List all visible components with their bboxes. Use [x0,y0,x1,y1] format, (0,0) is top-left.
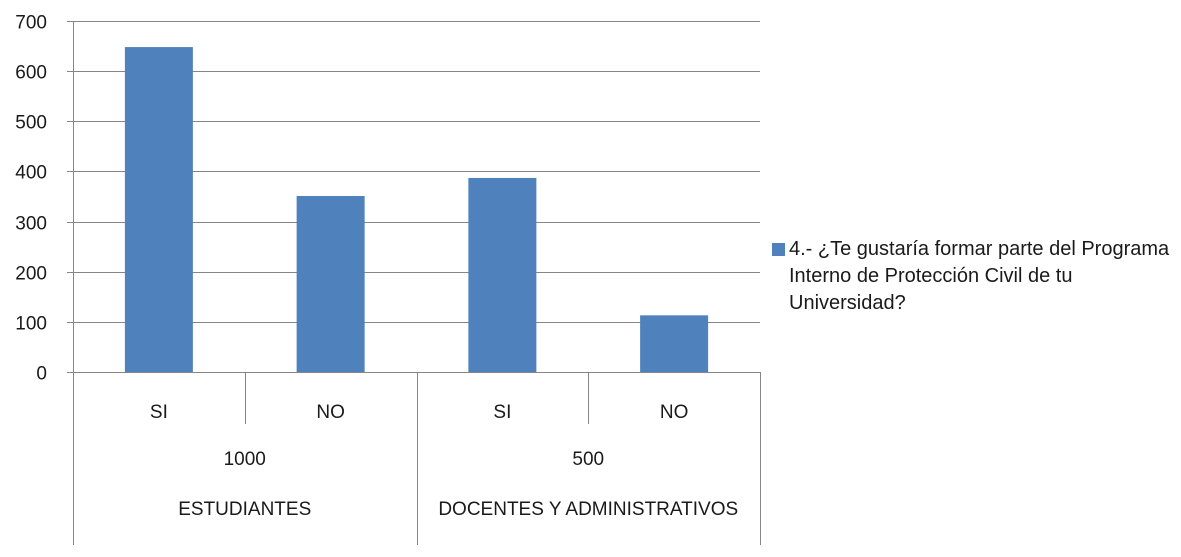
group-label: 1000 [224,449,266,470]
x-tick-label: SI [150,402,168,423]
y-tick-label: 0 [36,364,47,385]
x-tick-label: NO [316,402,345,423]
y-tick-label: 400 [15,163,47,184]
legend: 4.- ¿Te gustaría formar parte del Progra… [772,236,1177,317]
y-tick-label: 200 [15,264,47,285]
bars [124,47,709,373]
axes [67,21,761,545]
y-tick-label: 700 [15,13,47,34]
bar [640,315,709,372]
x-tick-label: SI [493,402,511,423]
bar [124,47,193,373]
bar [296,195,365,372]
y-tick-label: 100 [15,314,47,335]
legend-swatch [772,243,785,256]
y-tick-label: 300 [15,214,47,235]
bar [468,177,537,372]
x-tick-label: NO [660,402,689,423]
super-group-label: DOCENTES Y ADMINISTRATIVOS [438,499,738,520]
x-tick-labels: SI NO SI NO 1000 500 ESTUDIANTES DOCENTES Y ADM… [150,402,738,520]
super-group-label: ESTUDIANTES [178,499,311,520]
group-label: 500 [572,449,604,470]
y-tick-label: 500 [15,113,47,134]
y-tick-labels: 0 100 200 300 400 500 600 700 [15,13,47,385]
legend-label: 4.- ¿Te gustaría formar parte del Progra… [789,238,1170,314]
y-tick-label: 600 [15,63,47,84]
